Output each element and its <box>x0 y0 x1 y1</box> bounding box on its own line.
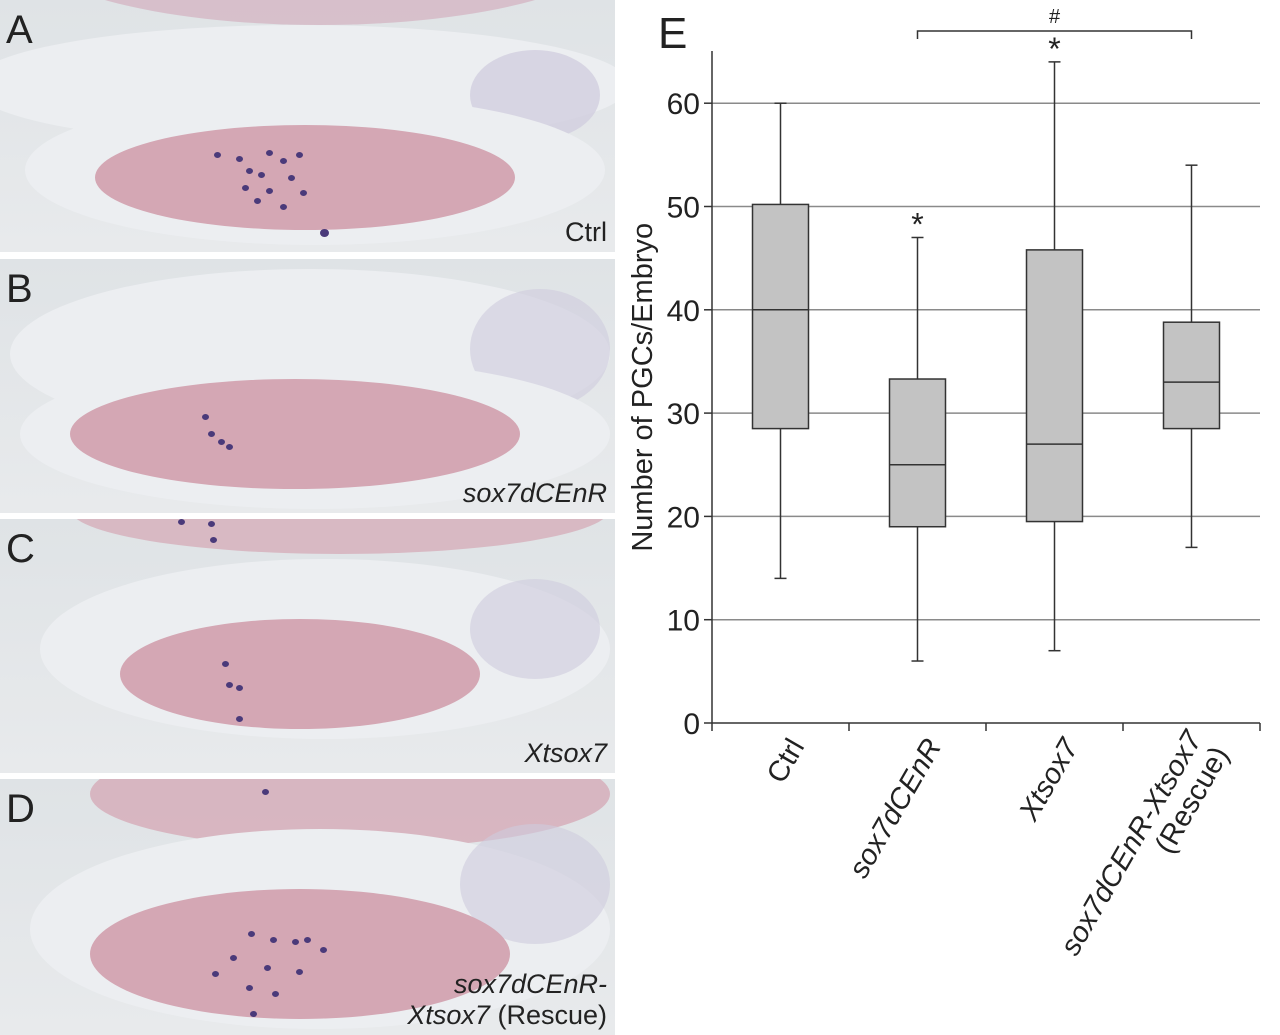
significance-marker: * <box>911 206 923 242</box>
panel-d-letter: D <box>6 787 35 831</box>
x-tick-label: Ctrl <box>761 734 811 789</box>
box <box>1162 321 1221 430</box>
box <box>1025 249 1084 523</box>
x-tick-label: sox7dCEnR-Xtsox7(Rescue) <box>1055 724 1237 976</box>
significance-bracket <box>916 30 1193 39</box>
panel-d-condition: sox7dCEnR- Xtsox7 (Rescue) <box>407 968 607 1030</box>
box <box>751 203 810 430</box>
panel-c-condition: Xtsox7 <box>524 737 607 768</box>
panel-b: B sox7dCEnR <box>0 259 615 513</box>
panel-b-condition: sox7dCEnR <box>462 477 607 508</box>
panel-a: A Ctrl <box>0 0 615 252</box>
tissue-head <box>470 579 600 679</box>
panel-a-letter: A <box>6 8 33 52</box>
y-axis-label: Number of PGCs/Embryo <box>627 223 659 552</box>
x-tick-label: sox7dCEnR <box>843 733 948 883</box>
tissue-upper <box>20 0 615 25</box>
embryo-body <box>70 379 520 489</box>
x-tick-label: Xtsox7 <box>1013 732 1086 827</box>
bracket-symbol: # <box>1049 6 1061 28</box>
box-plot-chart: E 0 10 20 30 40 50 60 Number of PGCs/Embryo * * # Ct… <box>627 6 1261 976</box>
y-tick-label: 0 <box>683 708 700 741</box>
y-tick-label: 50 <box>667 192 700 225</box>
y-tick-label: 30 <box>667 398 700 431</box>
embryo-body <box>120 619 480 729</box>
panel-c-letter: C <box>6 527 35 571</box>
y-tick-label: 10 <box>667 605 700 638</box>
y-tick-label: 20 <box>667 501 700 534</box>
panel-a-condition: Ctrl <box>565 216 607 247</box>
panel-e-letter: E <box>658 9 687 58</box>
panel-d: D sox7dCEnR- Xtsox7 (Rescue) <box>0 779 615 1035</box>
tissue-upper <box>70 519 610 554</box>
y-tick-label: 40 <box>667 295 700 328</box>
embryo-body <box>95 125 515 230</box>
y-tick-label: 60 <box>667 88 700 121</box>
significance-marker: * <box>1048 31 1060 67</box>
embryo-body <box>90 889 510 1019</box>
panel-b-letter: B <box>6 267 33 311</box>
box <box>888 378 947 528</box>
panel-c: C Xtsox7 <box>0 519 615 773</box>
